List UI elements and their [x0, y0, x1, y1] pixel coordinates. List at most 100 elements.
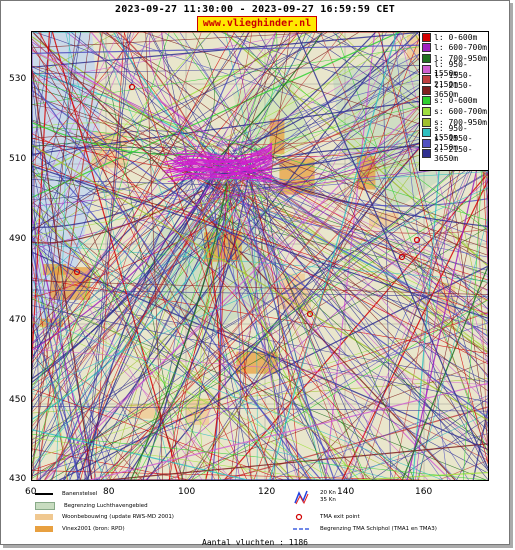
legend-item: l: 950-1550m — [420, 60, 488, 78]
legend-item: l: 1550-2150m — [420, 71, 488, 89]
flight-track — [223, 176, 364, 480]
flight-track — [32, 122, 226, 154]
flight-track — [255, 147, 280, 480]
flight-track — [32, 81, 311, 480]
legend-swatch — [422, 85, 431, 95]
flight-track — [65, 32, 173, 480]
flight-count: Aantal vluchten : 1186 — [202, 538, 308, 547]
housing-area — [129, 403, 160, 419]
flight-track — [32, 133, 488, 365]
flight-track — [69, 193, 219, 480]
flight-track — [32, 50, 229, 153]
housing-swatch — [35, 514, 53, 520]
flight-track — [401, 266, 488, 480]
flight-track — [32, 188, 488, 479]
flight-track — [151, 32, 244, 168]
flight-track — [32, 32, 91, 469]
flight-track — [135, 186, 230, 480]
flight-track — [36, 32, 103, 480]
flight-track — [32, 175, 218, 351]
flight-track — [83, 156, 488, 480]
flight-track — [32, 322, 488, 477]
tma-border-icon — [293, 528, 311, 530]
flight-track — [33, 32, 239, 155]
flight-track — [145, 32, 163, 480]
flight-track — [222, 406, 488, 480]
flight-track — [32, 163, 97, 480]
flight-track — [201, 191, 488, 446]
flight-track — [269, 395, 488, 480]
flight-track — [32, 47, 248, 199]
flight-track — [32, 71, 403, 480]
flight-track — [32, 174, 488, 283]
flight-track — [32, 43, 488, 54]
flight-track — [100, 141, 488, 480]
flight-track — [80, 173, 238, 480]
flight-track — [32, 161, 222, 480]
flight-track — [349, 129, 488, 480]
flight-track — [295, 32, 488, 469]
flight-track — [32, 163, 488, 315]
legend-item: s: 1550-2150m — [420, 134, 488, 152]
legend-item: l: 2150-3650m — [420, 81, 488, 99]
flight-track — [212, 32, 323, 164]
date-range-title: 2023-09-27 11:30:00 - 2023-09-27 16:59:5… — [115, 4, 395, 15]
flight-track — [32, 206, 295, 480]
flight-track — [32, 32, 165, 135]
flight-track — [244, 157, 300, 480]
legend-swatch — [422, 128, 431, 138]
flight-track — [32, 235, 488, 461]
flight-track — [32, 158, 224, 200]
legend-swatch — [422, 64, 431, 74]
flight-track — [248, 158, 368, 480]
legend-item: s: 2150-3650m — [420, 145, 488, 163]
flight-track — [197, 192, 488, 350]
flight-track — [32, 122, 200, 156]
flight-track — [199, 171, 488, 181]
flight-track — [179, 32, 469, 480]
approach-track — [164, 158, 273, 174]
flight-track — [32, 193, 238, 207]
legend-item: s: 950-1550m — [420, 124, 488, 142]
flight-track — [32, 241, 310, 480]
flight-track — [32, 32, 342, 171]
y-tick-label: 430 — [9, 474, 27, 484]
flight-track — [344, 413, 488, 480]
tma-exit-marker — [73, 268, 81, 276]
flight-track — [212, 32, 488, 345]
flight-track — [203, 145, 395, 480]
flight-track — [32, 66, 221, 198]
flight-track — [32, 32, 325, 232]
x-tick-label: 100 — [178, 487, 196, 497]
flight-track — [393, 32, 448, 480]
flight-track — [252, 162, 415, 480]
housing-area — [42, 263, 67, 276]
flight-track — [247, 167, 488, 265]
flight-track — [32, 165, 205, 229]
flight-track — [87, 182, 205, 480]
y-tick-label: 490 — [9, 234, 27, 244]
flight-track — [32, 144, 225, 148]
flight-track — [32, 315, 443, 480]
flight-track — [32, 32, 82, 234]
flight-track-map — [31, 31, 489, 481]
flight-track — [187, 293, 488, 480]
flight-track — [332, 123, 488, 480]
flight-track — [32, 32, 311, 179]
flight-track — [32, 36, 488, 105]
map-canvas — [32, 32, 488, 480]
flight-track — [32, 251, 488, 451]
flight-track — [357, 471, 488, 480]
flight-track — [233, 173, 335, 480]
flight-track — [32, 32, 235, 403]
flight-track — [32, 305, 488, 403]
vinex-swatch — [35, 526, 53, 532]
flight-track — [406, 119, 488, 480]
key-runway: Banenstelsel — [35, 491, 97, 497]
flight-track — [345, 125, 488, 480]
site-banner[interactable]: www.vlieghinder.nl — [197, 16, 317, 32]
legend-swatch — [422, 106, 431, 116]
flight-track — [112, 32, 230, 193]
approach-track — [177, 146, 273, 157]
